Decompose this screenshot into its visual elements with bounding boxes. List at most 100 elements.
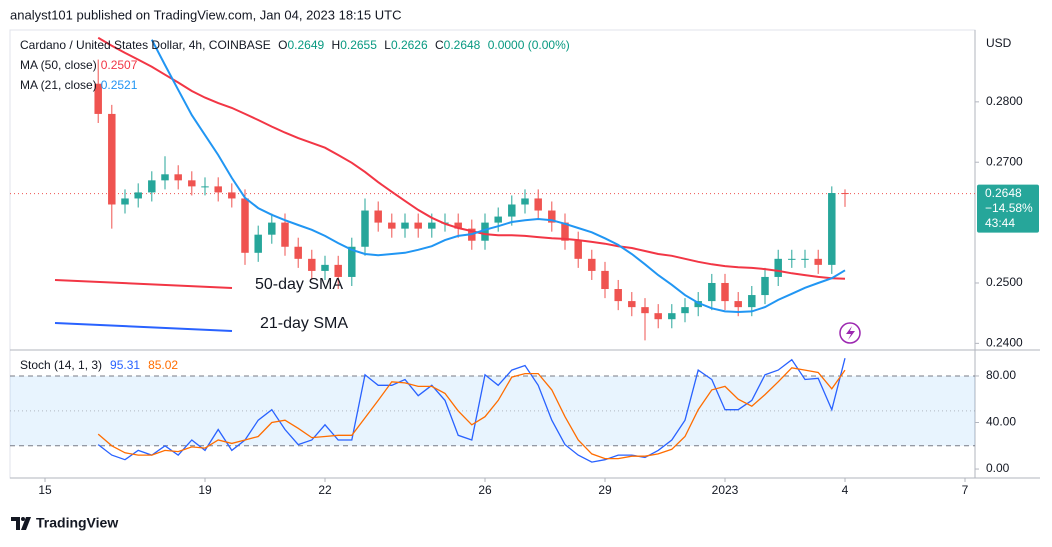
legend-ma: MA (50, close) 0.2507 bbox=[20, 58, 138, 72]
y-tick-label: 0.2800 bbox=[986, 94, 1023, 108]
candle-body bbox=[841, 193, 849, 195]
x-tick-label: 4 bbox=[842, 483, 849, 497]
legend-value: 0.2521 bbox=[101, 78, 138, 92]
x-tick-label: 7 bbox=[962, 483, 969, 497]
candle-body bbox=[774, 258, 782, 277]
legend-label: L bbox=[384, 38, 391, 52]
annotation-line bbox=[54, 322, 233, 332]
candle-body bbox=[601, 270, 609, 290]
legend-title: Stoch (14, 1, 3) bbox=[20, 358, 102, 372]
candle-body bbox=[321, 264, 329, 271]
candle-body bbox=[534, 198, 542, 211]
series-line bbox=[97, 36, 846, 280]
series-line bbox=[97, 358, 846, 463]
candle-body bbox=[374, 210, 382, 223]
event-icon-bolt bbox=[846, 326, 855, 340]
candle-body bbox=[681, 307, 689, 314]
legend-value: 0.2507 bbox=[101, 58, 138, 72]
legend-title: Cardano / United States Dollar, 4h, COIN… bbox=[20, 38, 271, 52]
legend-ma: MA (21, close) 0.2521 bbox=[20, 78, 138, 92]
legend-ohlc: Cardano / United States Dollar, 4h, COIN… bbox=[20, 38, 570, 52]
price-tag-countdown: 43:44 bbox=[985, 216, 1015, 230]
x-tick-label: 29 bbox=[598, 483, 612, 497]
stoch-legend: Stoch (14, 1, 3) 95.31 85.02 bbox=[20, 358, 178, 372]
candle-body bbox=[454, 222, 462, 229]
candle-body bbox=[694, 301, 702, 308]
candle-body bbox=[561, 222, 569, 241]
candle-body bbox=[108, 113, 116, 205]
legend-value: 0.2649 bbox=[287, 38, 324, 52]
candle-body bbox=[668, 313, 676, 320]
legend-label: O bbox=[278, 38, 287, 52]
y-tick-label: 0.2500 bbox=[986, 275, 1023, 289]
candle-body bbox=[174, 174, 182, 181]
candle-body bbox=[241, 198, 249, 253]
x-tick-label: 19 bbox=[198, 483, 212, 497]
legend-change: 0.0000 (0.00%) bbox=[488, 38, 570, 52]
y-tick-label: 80.00 bbox=[986, 368, 1016, 382]
candle-body bbox=[748, 295, 756, 308]
candle-body bbox=[361, 210, 369, 247]
candle-body bbox=[308, 258, 316, 271]
candle-body bbox=[721, 282, 729, 302]
candle-body bbox=[134, 192, 142, 199]
candle-body bbox=[121, 198, 129, 205]
x-tick-label: 26 bbox=[478, 483, 492, 497]
candle-body bbox=[334, 264, 342, 277]
y-tick-label: 0.2700 bbox=[986, 154, 1023, 168]
series-line bbox=[150, 39, 846, 314]
candle-body bbox=[614, 289, 622, 302]
candle-body bbox=[628, 301, 636, 308]
candle-body bbox=[388, 222, 396, 229]
legend-label: C bbox=[435, 38, 444, 52]
price-tag bbox=[977, 184, 1039, 233]
annotation-line bbox=[54, 279, 233, 289]
candle-body bbox=[254, 234, 262, 253]
annotation: 50-day SMA bbox=[255, 276, 343, 293]
candle-body bbox=[481, 222, 489, 241]
candle-body bbox=[414, 222, 422, 229]
candle-body bbox=[161, 174, 169, 181]
candle-body bbox=[348, 246, 356, 277]
legend-value: 85.02 bbox=[148, 358, 178, 372]
x-tick-label: 15 bbox=[38, 483, 52, 497]
candle-body bbox=[148, 180, 156, 193]
y-tick-label: 0.2400 bbox=[986, 336, 1023, 350]
candle-body bbox=[788, 258, 796, 260]
candle-body bbox=[574, 240, 582, 259]
series-line bbox=[97, 367, 846, 460]
candle-body bbox=[188, 180, 196, 187]
candle-body bbox=[494, 216, 502, 223]
x-tick-label: 2023 bbox=[712, 483, 739, 497]
header: analyst101 published on TradingView.com,… bbox=[10, 7, 401, 22]
x-tick-label: 22 bbox=[318, 483, 332, 497]
marks: 0.2400 0.2500 0.2700 0.2800 0.00 40.00 80.00 15… bbox=[10, 36, 1039, 497]
currency: USD bbox=[986, 36, 1012, 50]
legend-value: 95.31 bbox=[110, 358, 140, 372]
candle-body bbox=[281, 222, 289, 247]
price-tag-change: −14.58% bbox=[985, 201, 1033, 215]
candle-body bbox=[814, 258, 822, 265]
legend-value: 0.2648 bbox=[444, 38, 481, 52]
candle-body bbox=[268, 222, 276, 235]
legend-value: 0.2626 bbox=[391, 38, 428, 52]
candle-body bbox=[588, 258, 596, 271]
annotation: 21-day SMA bbox=[260, 315, 348, 332]
candle-body bbox=[94, 83, 102, 114]
event-icon bbox=[839, 322, 861, 344]
candle-body bbox=[521, 198, 529, 205]
candle-body bbox=[828, 193, 836, 265]
candle-body bbox=[654, 313, 662, 320]
candle-body bbox=[641, 307, 649, 314]
legend-label: H bbox=[332, 38, 341, 52]
footer-logo bbox=[11, 517, 31, 530]
candle-body bbox=[228, 192, 236, 199]
price-pane bbox=[10, 36, 975, 341]
candle-body bbox=[201, 186, 209, 188]
candle-body bbox=[708, 282, 716, 302]
candle-body bbox=[508, 204, 516, 217]
candle-body bbox=[428, 222, 436, 229]
candle-body bbox=[294, 246, 302, 259]
